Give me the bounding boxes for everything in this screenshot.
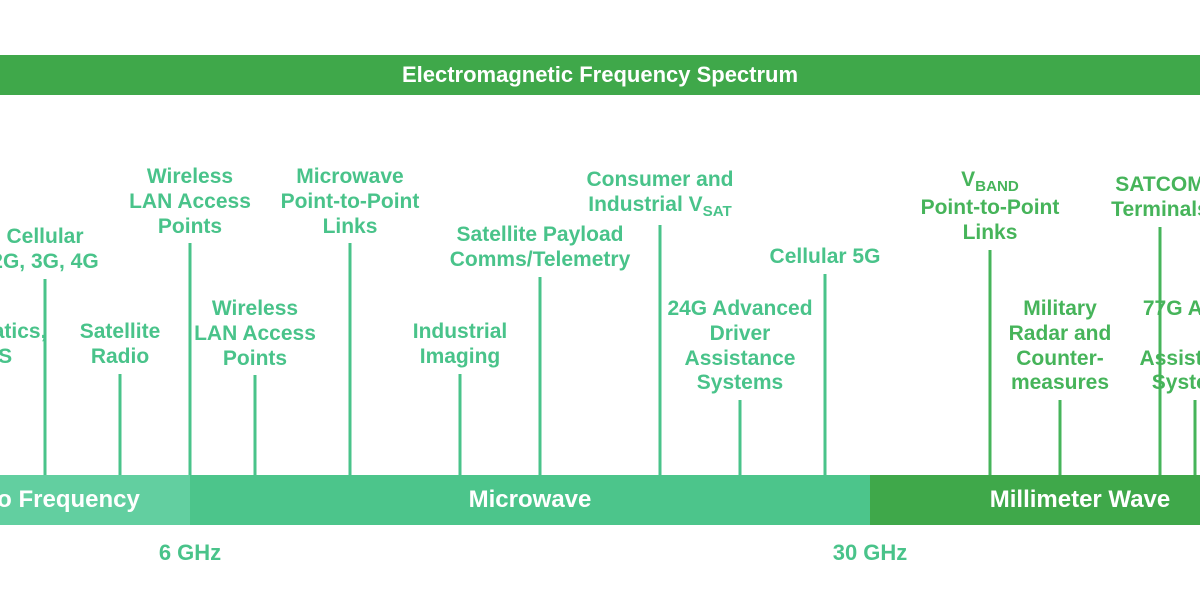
app-vsat: Consumer andIndustrial VSAT: [560, 168, 760, 221]
app-label: Satellite PayloadComms/Telemetry: [430, 223, 650, 273]
app-stem: [254, 375, 257, 475]
app-wlan-high: WirelessLAN AccessPoints: [110, 165, 270, 239]
band-rf: Radio Frequency: [0, 475, 190, 525]
app-label: 77G ADAS AssistanceSystems: [1120, 297, 1200, 396]
app-label: MilitaryRadar andCounter-measures: [985, 297, 1135, 396]
app-label: Consumer andIndustrial VSAT: [560, 168, 760, 221]
app-mw-p2p: MicrowavePoint-to-PointLinks: [255, 165, 445, 239]
app-mil-radar: MilitaryRadar andCounter-measures: [985, 297, 1135, 396]
app-label: Telematics,GPS: [0, 320, 50, 370]
app-stem: [1194, 400, 1197, 475]
app-label: WirelessLAN AccessPoints: [175, 297, 335, 371]
app-label: 24G AdvancedDriverAssistanceSystems: [650, 297, 830, 396]
freq-tick-t6: 6 GHz: [159, 540, 221, 566]
app-label: IndustrialImaging: [385, 320, 535, 370]
app-stem: [44, 279, 47, 475]
app-label: MicrowavePoint-to-PointLinks: [255, 165, 445, 239]
app-stem: [539, 277, 542, 475]
app-ind-imaging: IndustrialImaging: [385, 320, 535, 370]
app-stem: [1059, 400, 1062, 475]
app-label: VBANDPoint-to-PointLinks: [895, 168, 1085, 246]
app-satradio: SatelliteRadio: [60, 320, 180, 370]
app-wlan-low: WirelessLAN AccessPoints: [175, 297, 335, 371]
band-mm: Millimeter Wave: [870, 475, 1200, 525]
freq-tick-t30: 30 GHz: [833, 540, 908, 566]
app-label: SATCOMTerminals: [1085, 173, 1200, 223]
app-stem: [739, 400, 742, 475]
band-bar: Radio FrequencyMicrowaveMillimeter Wave: [0, 475, 1200, 525]
app-satcom: SATCOMTerminals: [1085, 173, 1200, 223]
app-telematics: Telematics,GPS: [0, 320, 50, 370]
app-stem: [349, 243, 352, 475]
app-adas77: 77G ADAS AssistanceSystems: [1120, 297, 1200, 396]
chart-title: Electromagnetic Frequency Spectrum: [402, 62, 798, 88]
app-cellular234: Cellular2G, 3G, 4G: [0, 225, 115, 275]
app-stem: [119, 374, 122, 475]
app-stem: [824, 274, 827, 475]
app-adas: 24G AdvancedDriverAssistanceSystems: [650, 297, 830, 396]
app-stem: [459, 374, 462, 475]
app-vband: VBANDPoint-to-PointLinks: [895, 168, 1085, 246]
app-cell5g: Cellular 5G: [745, 245, 905, 270]
app-label: SatelliteRadio: [60, 320, 180, 370]
band-mw: Microwave: [190, 475, 870, 525]
app-label: Cellular 5G: [745, 245, 905, 270]
app-label: Cellular2G, 3G, 4G: [0, 225, 115, 275]
app-sat-payload: Satellite PayloadComms/Telemetry: [430, 223, 650, 273]
app-label: WirelessLAN AccessPoints: [110, 165, 270, 239]
title-bar: Electromagnetic Frequency Spectrum: [0, 55, 1200, 95]
